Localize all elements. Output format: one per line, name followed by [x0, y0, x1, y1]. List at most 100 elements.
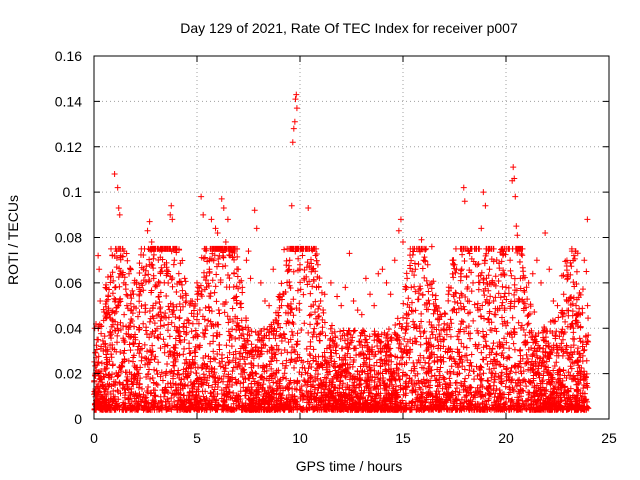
roti-point: [397, 216, 404, 223]
roti-point: [96, 266, 103, 273]
roti-point: [568, 248, 575, 255]
roti-point: [274, 320, 281, 327]
grid-lines: [94, 56, 609, 419]
roti-point: [286, 257, 293, 264]
roti-point: [507, 257, 514, 264]
roti-point: [362, 275, 369, 282]
roti-point: [395, 227, 402, 234]
roti-point: [460, 184, 467, 191]
roti-point: [583, 268, 590, 275]
roti-point: [424, 261, 431, 268]
roti-point: [214, 229, 221, 236]
roti-point: [120, 279, 127, 286]
roti-point: [152, 300, 159, 307]
y-tick-label: 0.12: [55, 139, 82, 155]
roti-point: [161, 313, 168, 320]
roti-point: [183, 329, 190, 336]
dense-sample-markers: [91, 245, 592, 413]
roti-point: [128, 316, 135, 323]
roti-point: [293, 91, 300, 98]
roti-point: [261, 298, 268, 305]
roti-point: [512, 193, 519, 200]
roti-point: [521, 288, 528, 295]
roti-point: [350, 298, 357, 305]
y-tick-label: 0.04: [55, 320, 82, 336]
roti-point: [239, 284, 246, 291]
roti-point: [140, 266, 147, 273]
roti-point: [107, 329, 114, 336]
roti-point: [470, 279, 477, 286]
roti-point: [564, 275, 571, 282]
roti-point: [231, 270, 238, 277]
roti-point: [100, 347, 107, 354]
roti-point: [334, 293, 341, 300]
roti-point: [379, 266, 386, 273]
roti-point: [253, 225, 260, 232]
roti-point: [132, 334, 139, 341]
roti-point: [418, 236, 425, 243]
roti-point: [529, 270, 536, 277]
roti-point: [474, 261, 481, 268]
y-tick-label: 0.02: [55, 366, 82, 382]
roti-point: [546, 266, 553, 273]
roti-point: [270, 266, 277, 273]
roti-point: [581, 257, 588, 264]
x-tick-label: 10: [292, 430, 308, 446]
roti-point: [150, 275, 157, 282]
roti-point: [94, 336, 101, 343]
roti-point: [428, 243, 435, 250]
y-axis-title: ROTI / TECUs: [5, 195, 21, 285]
roti-point: [114, 184, 121, 191]
roti-point: [105, 307, 112, 314]
roti-point: [511, 175, 518, 182]
roti-point: [144, 227, 151, 234]
roti-point: [432, 302, 439, 309]
roti-point: [136, 291, 143, 298]
roti-point: [266, 302, 273, 309]
x-tick-label: 5: [193, 430, 201, 446]
roti-point: [167, 211, 174, 218]
roti-point: [404, 275, 411, 282]
roti-point: [292, 96, 299, 103]
roti-point: [218, 195, 225, 202]
data-points: [93, 91, 591, 373]
roti-point: [480, 189, 487, 196]
x-axis-tick-labels: 0 5 10 15 20 25: [90, 430, 617, 446]
roti-point: [461, 198, 468, 205]
roti-point: [400, 239, 406, 246]
roti-point: [293, 105, 300, 112]
roti-point: [123, 302, 130, 309]
x-tick-label: 25: [601, 430, 617, 446]
roti-point: [525, 279, 532, 286]
roti-point: [420, 257, 427, 264]
roti-point: [321, 291, 328, 298]
roti-point: [577, 311, 584, 318]
y-tick-label: 0.06: [55, 275, 82, 291]
roti-point: [148, 239, 155, 246]
roti-point: [358, 311, 365, 318]
roti-point: [116, 211, 123, 218]
roti-point: [517, 275, 524, 282]
roti-point: [251, 207, 258, 214]
roti-point: [313, 284, 320, 291]
roti-point: [173, 288, 180, 295]
x-tick-label: 15: [395, 430, 411, 446]
roti-point: [550, 298, 557, 305]
roti-point: [291, 118, 298, 125]
roti-point: [113, 248, 120, 255]
roti-point: [391, 257, 398, 264]
roti-point: [278, 302, 285, 309]
roti-point: [224, 216, 231, 223]
roti-point: [171, 257, 178, 264]
x-tick-label: 20: [498, 430, 514, 446]
roti-point: [503, 284, 509, 291]
roti-point: [305, 205, 312, 212]
roti-point: [146, 218, 153, 225]
roti-point: [453, 266, 460, 273]
roti-point: [288, 202, 295, 209]
y-tick-label: 0.14: [55, 93, 82, 109]
roti-point: [222, 239, 229, 246]
roti-point: [449, 257, 456, 264]
roti-point: [117, 252, 124, 259]
